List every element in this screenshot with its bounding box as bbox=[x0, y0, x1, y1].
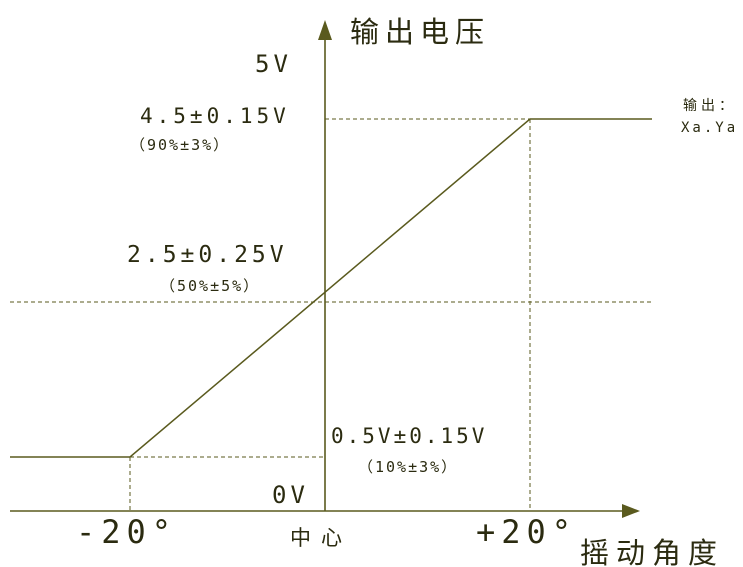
y-axis-title: 输出电压 bbox=[350, 15, 490, 49]
y-zero-label: 0V bbox=[272, 481, 309, 509]
y-axis-arrow-icon bbox=[318, 20, 332, 40]
x-center-label: 中心 bbox=[290, 526, 352, 550]
output-note-line1: 输出： bbox=[683, 98, 737, 114]
high-level-percent: （90%±3%） bbox=[130, 136, 230, 154]
high-level-value: 4.5±0.15V bbox=[140, 104, 290, 128]
x-axis-arrow-icon bbox=[622, 504, 640, 518]
low-level-value: 0.5V±0.15V bbox=[331, 424, 487, 448]
mid-level-value: 2.5±0.25V bbox=[127, 242, 288, 268]
y-top-label: 5V bbox=[255, 50, 292, 78]
x-axis-title: 摇动角度 bbox=[580, 536, 724, 567]
output-curve bbox=[10, 118, 652, 458]
output-note-line2: Xa.Ya bbox=[681, 120, 738, 136]
mid-level-percent: （50%±5%） bbox=[160, 277, 260, 295]
x-left-label: -20° bbox=[76, 513, 177, 551]
low-level-percent: （10%±3%） bbox=[358, 458, 458, 476]
x-right-label: +20° bbox=[476, 513, 577, 551]
